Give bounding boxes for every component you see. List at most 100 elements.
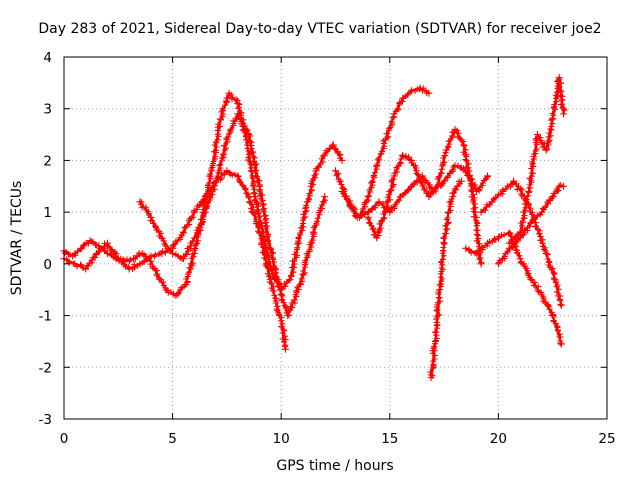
series-marker	[501, 253, 508, 260]
series-marker	[203, 200, 210, 207]
data-point	[557, 301, 565, 309]
series-marker	[471, 213, 477, 220]
series-marker	[282, 343, 289, 350]
series-marker	[404, 188, 411, 194]
series-marker	[228, 91, 235, 98]
y-tick-label: 2	[43, 153, 52, 169]
series-marker	[234, 97, 241, 104]
series-marker	[215, 169, 222, 176]
series-marker	[299, 227, 306, 234]
series-marker	[557, 182, 564, 188]
series-marker	[462, 156, 469, 163]
series-marker	[88, 238, 95, 245]
series-marker	[473, 231, 480, 238]
series-marker	[372, 202, 379, 209]
series-marker	[380, 137, 387, 144]
series-marker	[156, 233, 163, 240]
series-marker	[440, 234, 447, 241]
series-marker	[300, 268, 306, 274]
series-marker	[244, 127, 251, 134]
series-marker	[74, 263, 81, 270]
series-marker	[194, 240, 201, 247]
series-marker	[433, 319, 440, 326]
x-axis-label: GPS time / hours	[276, 458, 393, 474]
series-marker	[373, 163, 380, 170]
series-marker	[550, 190, 557, 197]
series-marker	[255, 228, 261, 235]
series-marker	[542, 204, 548, 211]
series-marker	[405, 153, 412, 160]
data-point	[468, 187, 476, 195]
series-marker	[196, 202, 203, 209]
series-marker	[154, 271, 161, 278]
series-marker	[259, 197, 266, 204]
grid	[64, 57, 607, 419]
x-tick-label: 5	[168, 431, 177, 447]
axis-ticks: 0 5 10 15 20 25 -3 -2 -1 0 1 2 3 4	[39, 50, 616, 447]
series-marker	[526, 223, 533, 230]
series-marker	[371, 231, 378, 238]
series-marker	[370, 225, 377, 232]
series-marker	[476, 240, 483, 247]
series-marker	[396, 194, 403, 200]
series-marker	[473, 222, 480, 229]
series-marker	[523, 204, 529, 211]
series-marker	[269, 249, 276, 256]
series-marker	[479, 180, 486, 187]
series-marker	[546, 137, 553, 144]
series-marker	[172, 240, 179, 247]
series-marker	[535, 283, 542, 290]
series-marker	[381, 215, 388, 222]
series-marker	[238, 118, 245, 125]
series-marker	[310, 229, 316, 235]
series-marker	[378, 218, 385, 225]
series-marker	[440, 244, 447, 251]
data-point	[557, 340, 565, 348]
series-marker	[217, 117, 224, 123]
series-marker	[193, 234, 200, 241]
series-marker	[550, 269, 557, 276]
series-marker	[285, 307, 292, 314]
series-marker	[557, 340, 564, 347]
series-marker	[286, 277, 293, 284]
series-marker	[319, 159, 326, 165]
series-marker	[439, 162, 446, 169]
series-marker	[388, 118, 395, 125]
series-marker	[516, 252, 523, 259]
plot-frame	[63, 56, 608, 420]
series-marker	[432, 188, 439, 194]
series-marker	[313, 171, 320, 177]
series-marker	[383, 130, 390, 137]
data-point	[516, 255, 524, 263]
series-marker	[173, 237, 179, 244]
series-marker	[181, 283, 188, 290]
series-marker	[431, 343, 437, 350]
series-marker	[341, 188, 348, 195]
series-marker	[340, 185, 347, 192]
series-marker	[223, 97, 230, 104]
x-tick-label: 10	[273, 431, 290, 447]
series-marker	[201, 210, 208, 217]
series-marker	[427, 369, 434, 376]
series-track	[477, 177, 565, 309]
series-marker	[191, 207, 198, 214]
series-marker	[206, 190, 212, 196]
data-point	[551, 275, 559, 283]
series-marker	[407, 89, 414, 96]
series-marker	[443, 226, 450, 233]
series-marker	[476, 256, 483, 263]
series-marker	[478, 259, 485, 266]
series-marker	[444, 220, 451, 227]
series-marker	[190, 238, 196, 244]
series-marker	[294, 241, 301, 248]
series-marker	[256, 213, 263, 219]
series-marker	[365, 215, 372, 222]
series-marker	[546, 259, 553, 266]
series-marker	[519, 222, 525, 229]
series-marker	[280, 299, 287, 306]
series-marker	[247, 133, 254, 139]
series-marker	[217, 161, 224, 168]
series-marker	[361, 211, 368, 218]
series-marker	[294, 284, 301, 291]
data-point	[86, 237, 94, 245]
